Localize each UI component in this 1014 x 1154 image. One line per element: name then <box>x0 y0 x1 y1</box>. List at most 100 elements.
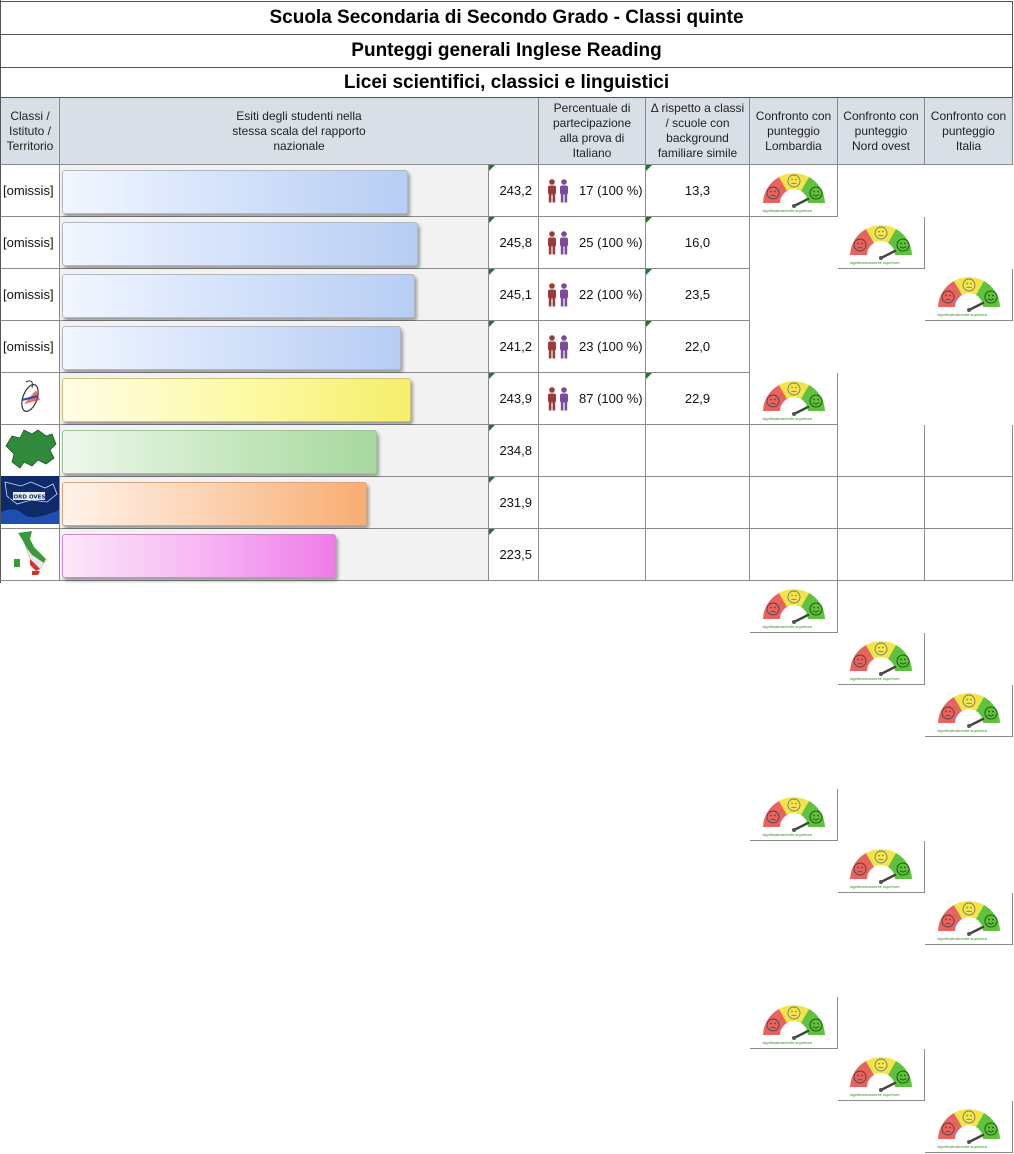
report-title: Scuola Secondaria di Secondo Grado - Cla… <box>1 1 1013 34</box>
cell-marker-icon <box>489 373 495 379</box>
score-value: 231,9 <box>489 477 539 529</box>
people-icon <box>547 334 569 359</box>
header-results-label: Esiti degli studenti nella stessa scala … <box>232 108 366 153</box>
score-bar-cell <box>60 529 489 581</box>
delta-cell: 23,5 <box>646 269 750 321</box>
gauge-cell-lombardia: significativamente superiore <box>750 789 838 841</box>
participation-cell: 87 (100 %) <box>539 373 646 425</box>
score-bar <box>62 170 409 214</box>
people-icon <box>547 282 569 307</box>
cell-marker-icon <box>646 165 652 171</box>
score-value-text: 245,8 <box>499 235 532 250</box>
score-bar <box>62 274 416 318</box>
gauge-caption: significativamente superiore <box>762 623 813 629</box>
score-bar <box>62 378 412 422</box>
row-name: [omissis] <box>0 165 60 217</box>
score-bar <box>62 222 419 266</box>
gauge-caption: significativamente superiore <box>762 1039 813 1045</box>
gauge-lombardia-icon: significativamente superiore <box>757 169 831 213</box>
gauge-cell-lombardia: significativamente superiore <box>750 373 838 425</box>
people-icon <box>547 230 569 255</box>
cell-marker-icon <box>646 269 652 275</box>
cell-marker-icon <box>489 425 495 431</box>
cell-marker-icon <box>646 217 652 223</box>
header-nord-ovest: Confronto con punteggio Nord ovest <box>838 97 925 165</box>
score-bar-cell <box>60 321 489 373</box>
gauge-cell-lombardia: significativamente superiore <box>750 581 838 633</box>
header-nord-ovest-label: Confronto con punteggio Nord ovest <box>843 108 919 153</box>
score-value-text: 245,1 <box>499 287 532 302</box>
score-value: 245,1 <box>489 269 539 321</box>
score-value-text: 243,9 <box>499 391 532 406</box>
score-value: 234,8 <box>489 425 539 477</box>
participation-value: 25 (100 %) <box>579 235 643 250</box>
gauge-caption: significativamente superiore <box>937 727 988 733</box>
header-lombardia: Confronto con punteggio Lombardia <box>750 97 838 165</box>
header-italia: Confronto con punteggio Italia <box>925 97 1013 165</box>
gauge-caption: significativamente superiore <box>762 207 813 213</box>
gauge-caption: significativamente superiore <box>850 259 900 265</box>
cell-marker-icon <box>489 269 495 275</box>
gauge-cell-lombardia <box>750 529 838 581</box>
header-delta-label: Δ rispetto a classi / scuole con backgro… <box>650 101 745 160</box>
score-bar-cell <box>60 425 489 477</box>
gauge-cell-italia: significativamente superiore <box>925 893 1013 945</box>
gauge-cell-italia <box>925 425 1013 477</box>
score-value: 243,9 <box>489 373 539 425</box>
row-name: [omissis] <box>0 321 60 373</box>
cell-marker-icon <box>646 373 652 379</box>
row-icon-cell: NORD OVEST <box>0 476 60 529</box>
delta-value: 22,9 <box>684 391 711 406</box>
gauge-nord-ovest-icon: significativamente superiore <box>844 845 918 889</box>
gauge-cell-italia <box>925 477 1013 529</box>
participation-cell <box>539 425 646 477</box>
delta-value: 23,5 <box>684 287 711 302</box>
score-value-text: 234,8 <box>499 443 532 458</box>
cell-marker-icon <box>489 165 495 171</box>
gauge-caption: significativamente superiore <box>937 935 988 941</box>
gauge-caption: significativamente superiore <box>762 415 813 421</box>
gauge-caption: significativamente superiore <box>850 883 900 889</box>
gauge-caption: significativamente superiore <box>850 1091 900 1097</box>
gauge-cell-nord-ovest: significativamente superiore <box>838 633 925 685</box>
report-school-type: Licei scientifici, classici e linguistic… <box>1 67 1013 98</box>
cell-marker-icon <box>646 321 652 327</box>
gauge-cell-lombardia <box>750 425 838 477</box>
cell-marker-icon <box>489 529 495 535</box>
italia-map-icon <box>10 529 50 580</box>
score-value: 245,8 <box>489 217 539 269</box>
score-bar-cell <box>60 165 489 217</box>
gauge-italia-icon: significativamente superiore <box>932 897 1006 941</box>
score-value: 243,2 <box>489 165 539 217</box>
score-bar-cell <box>60 217 489 269</box>
row-icon-cell <box>0 373 60 425</box>
map-label: NORD OVEST <box>9 495 49 501</box>
gauge-cell-italia: significativamente superiore <box>925 685 1013 737</box>
gauge-cell-nord-ovest: significativamente superiore <box>838 841 925 893</box>
gauge-cell-nord-ovest: significativamente superiore <box>838 1049 925 1101</box>
cell-marker-icon <box>489 321 495 327</box>
delta-cell <box>646 529 750 581</box>
delta-cell: 22,0 <box>646 321 750 373</box>
participation-cell: 17 (100 %) <box>539 165 646 217</box>
gauge-italia-icon: significativamente superiore <box>932 1105 1006 1149</box>
score-bar <box>62 430 378 474</box>
header-lombardia-label: Confronto con punteggio Lombardia <box>755 108 832 153</box>
gauge-lombardia-icon: significativamente superiore <box>757 377 831 421</box>
participation-cell <box>539 529 646 581</box>
cell-marker-icon <box>489 477 495 483</box>
participation-cell: 25 (100 %) <box>539 217 646 269</box>
gauge-caption: significativamente superiore <box>937 1143 988 1149</box>
gauge-caption: significativamente superiore <box>762 831 813 837</box>
school-logo-icon <box>10 374 50 423</box>
header-territory: Classi / Istituto / Territorio <box>0 97 60 165</box>
row-name: [omissis] <box>0 217 60 269</box>
nord-ovest-map-icon: NORD OVEST <box>1 476 59 529</box>
header-results: Esiti degli studenti nella stessa scala … <box>60 97 539 165</box>
delta-cell <box>646 477 750 529</box>
delta-value: 16,0 <box>684 235 711 250</box>
gauge-caption: significativamente superiore <box>850 675 900 681</box>
score-bar-cell <box>60 477 489 529</box>
gauge-cell-nord-ovest: significativamente superiore <box>838 217 925 269</box>
gauge-lombardia-icon: significativamente superiore <box>757 585 831 629</box>
